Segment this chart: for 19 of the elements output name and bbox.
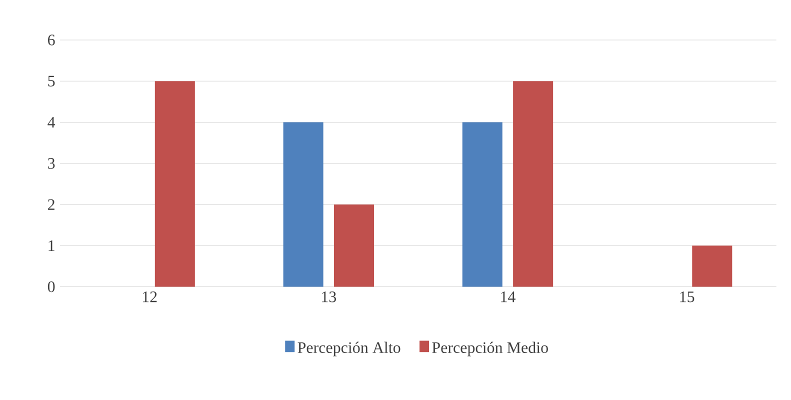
y-tick-label: 6 [48,34,55,46]
bar [513,81,554,287]
y-tick-label: 2 [48,199,54,210]
y-tick-label: 0 [48,281,55,292]
legend-label: Percepción Alto [298,342,400,356]
x-tick-label: 14 [501,291,516,302]
bar [334,204,374,287]
bar [462,122,502,287]
x-tick-label: 15 [680,291,694,302]
legend-label: Percepción Medio [432,342,548,356]
y-tick-label: 4 [48,116,56,128]
y-tick-label: 5 [48,76,55,86]
y-tick-label: 3 [48,158,55,169]
y-tick-label: 1 [48,240,54,251]
x-tick-label: 13 [322,291,336,302]
bar [154,81,195,287]
bar [692,246,732,287]
bar [283,122,324,287]
x-tick-label: 12 [142,291,157,302]
